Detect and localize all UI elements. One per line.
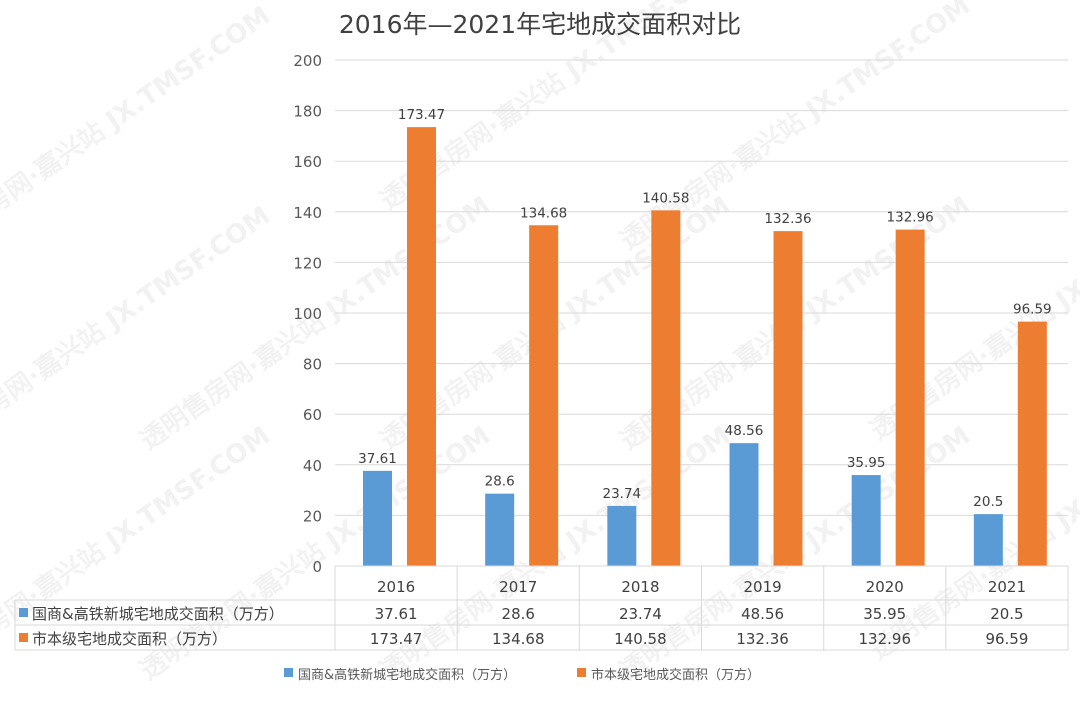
legend-label: 市本级宅地成交面积（万方）	[591, 667, 760, 683]
table-cell: 20.5	[990, 605, 1023, 623]
data-label: 134.68	[520, 205, 567, 221]
table-cell: 173.47	[370, 630, 423, 648]
data-label: 140.58	[642, 190, 689, 206]
bars	[363, 127, 1047, 567]
data-label: 37.61	[358, 451, 397, 467]
table-cell: 23.74	[619, 605, 662, 623]
data-label: 132.36	[764, 211, 811, 227]
x-tick-label: 2019	[743, 578, 781, 596]
data-label: 23.74	[603, 486, 642, 502]
bar	[485, 493, 515, 566]
table-cell: 132.96	[859, 630, 912, 648]
data-label: 20.5	[973, 494, 1003, 510]
table-cell: 48.56	[741, 605, 784, 623]
legend-label: 国商&高铁新城宅地成交面积（万方）	[298, 667, 516, 683]
data-table: 2016 2017 2018 2019 2020 2021 国商&高铁新城宅地成交面积（万方…	[14, 565, 1069, 651]
watermark-text: 透明售房网·嘉兴站 JX.TMSF.COM	[0, 200, 276, 466]
legend: 国商&高铁新城宅地成交面积（万方） 市本级宅地成交面积（万方）	[284, 667, 760, 683]
x-tick-label: 2017	[499, 578, 537, 596]
y-tick-label: 80	[303, 356, 322, 374]
y-tick-label: 120	[293, 254, 322, 272]
data-label: 132.96	[887, 210, 934, 226]
y-axis: 0 20 40 60 80 100 120 140 160 180 200	[293, 52, 322, 576]
y-tick-label: 180	[293, 103, 322, 121]
data-label: 48.56	[725, 423, 764, 439]
table-cell: 140.58	[614, 630, 667, 648]
bar	[773, 231, 803, 566]
data-label: 28.6	[485, 474, 515, 490]
table-cell: 132.36	[736, 630, 789, 648]
bar	[607, 505, 637, 566]
x-tick-label: 2020	[866, 578, 904, 596]
bar	[973, 514, 1003, 566]
table-cell: 28.6	[502, 605, 535, 623]
data-labels: 37.61 28.6 23.74 48.56 35.95 20.5 173.47 134.68…	[358, 107, 1051, 510]
legend-key	[19, 633, 28, 642]
y-tick-label: 40	[303, 457, 322, 475]
table-row-label: 国商&高铁新城宅地成交面积（万方）	[32, 605, 284, 623]
table-row-label: 市本级宅地成交面积（万方）	[32, 630, 227, 648]
table-cell: 35.95	[863, 605, 906, 623]
y-tick-label: 100	[293, 305, 322, 323]
y-tick-label: 60	[303, 406, 322, 424]
table-cell: 96.59	[985, 630, 1028, 648]
bar	[851, 475, 881, 566]
legend-marker	[284, 668, 293, 677]
bar	[1017, 321, 1047, 566]
y-tick-label: 20	[303, 507, 322, 525]
chart-title: 2016年—2021年宅地成交面积对比	[339, 10, 741, 39]
bar	[895, 229, 925, 566]
legend-marker	[577, 668, 586, 677]
bar	[729, 443, 759, 566]
legend-key	[19, 608, 28, 617]
y-tick-label: 140	[293, 204, 322, 222]
y-tick-label: 200	[293, 52, 322, 70]
y-tick-label: 0	[312, 558, 322, 576]
x-tick-label: 2018	[621, 578, 659, 596]
data-label: 173.47	[398, 107, 445, 123]
table-cell: 37.61	[375, 605, 418, 623]
bar	[529, 225, 559, 567]
bar	[651, 210, 681, 567]
data-label: 96.59	[1013, 302, 1052, 318]
data-label: 35.95	[847, 455, 886, 471]
x-tick-label: 2021	[988, 578, 1026, 596]
bar	[363, 470, 392, 566]
table-cell: 134.68	[492, 630, 545, 648]
x-tick-label: 2016	[377, 578, 415, 596]
gridlines	[335, 59, 1068, 567]
y-tick-label: 160	[293, 153, 322, 171]
bar	[407, 127, 436, 566]
